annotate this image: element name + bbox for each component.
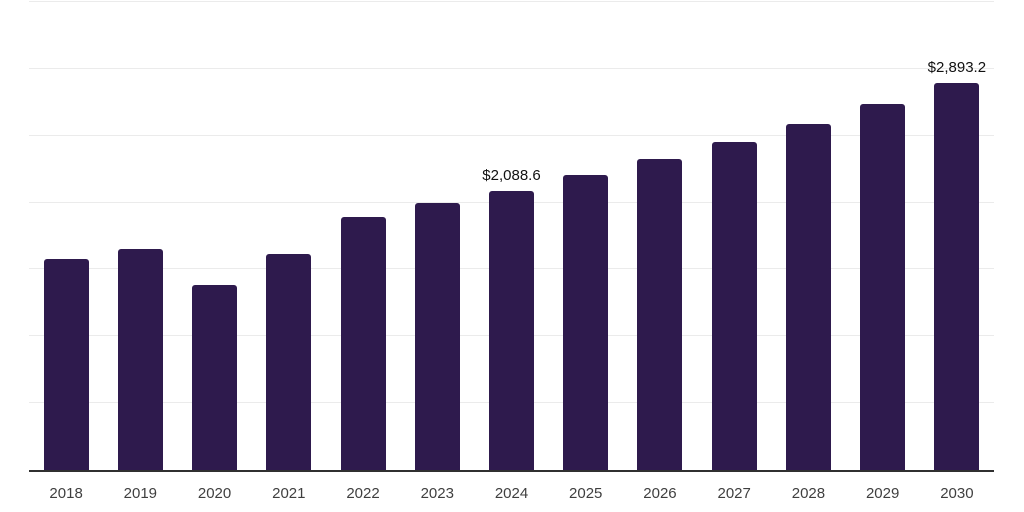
- x-tick-2030: 2030: [940, 485, 974, 502]
- plot-area: $2,088.6 $2,893.2: [29, 1, 994, 472]
- gridline-2500: [29, 134, 994, 136]
- x-tick-2024: 2024: [494, 485, 529, 502]
- x-tick-2021: 2021: [272, 485, 306, 502]
- x-tick-2023: 2023: [420, 485, 454, 502]
- bar-2027: [711, 142, 757, 470]
- x-tick-2028: 2028: [791, 485, 826, 502]
- bar-2025: [563, 174, 609, 470]
- gridline-3000: [29, 67, 994, 69]
- bar-2020: [192, 284, 238, 470]
- bar-2024: [489, 190, 534, 470]
- x-tick-2029: 2029: [865, 485, 900, 502]
- x-tick-2027: 2027: [717, 485, 751, 502]
- bar-2021: [266, 254, 312, 470]
- bar-2029: [860, 103, 906, 470]
- gridline-3500: [29, 1, 994, 2]
- bar-2030: [934, 83, 980, 470]
- x-axis-labels: 2018 2019 2020 2021 2022 2023 2024 2025 2026 2027…: [29, 486, 994, 506]
- x-tick-2022: 2022: [346, 485, 380, 502]
- x-tick-2026: 2026: [643, 485, 677, 502]
- bar-2018: [43, 259, 89, 470]
- value-label-2024: $2,088.6: [482, 166, 541, 184]
- value-label-2030: $2,893.2: [927, 59, 987, 77]
- x-tick-2019: 2019: [123, 485, 158, 502]
- x-tick-2025: 2025: [569, 485, 603, 502]
- bar-2028: [785, 123, 831, 470]
- bar-2019: [117, 249, 163, 470]
- x-tick-2020: 2020: [197, 485, 232, 502]
- bar-2026: [637, 159, 683, 470]
- bar-2022: [340, 217, 386, 470]
- bar-2023: [414, 203, 460, 470]
- x-tick-2018: 2018: [49, 485, 83, 502]
